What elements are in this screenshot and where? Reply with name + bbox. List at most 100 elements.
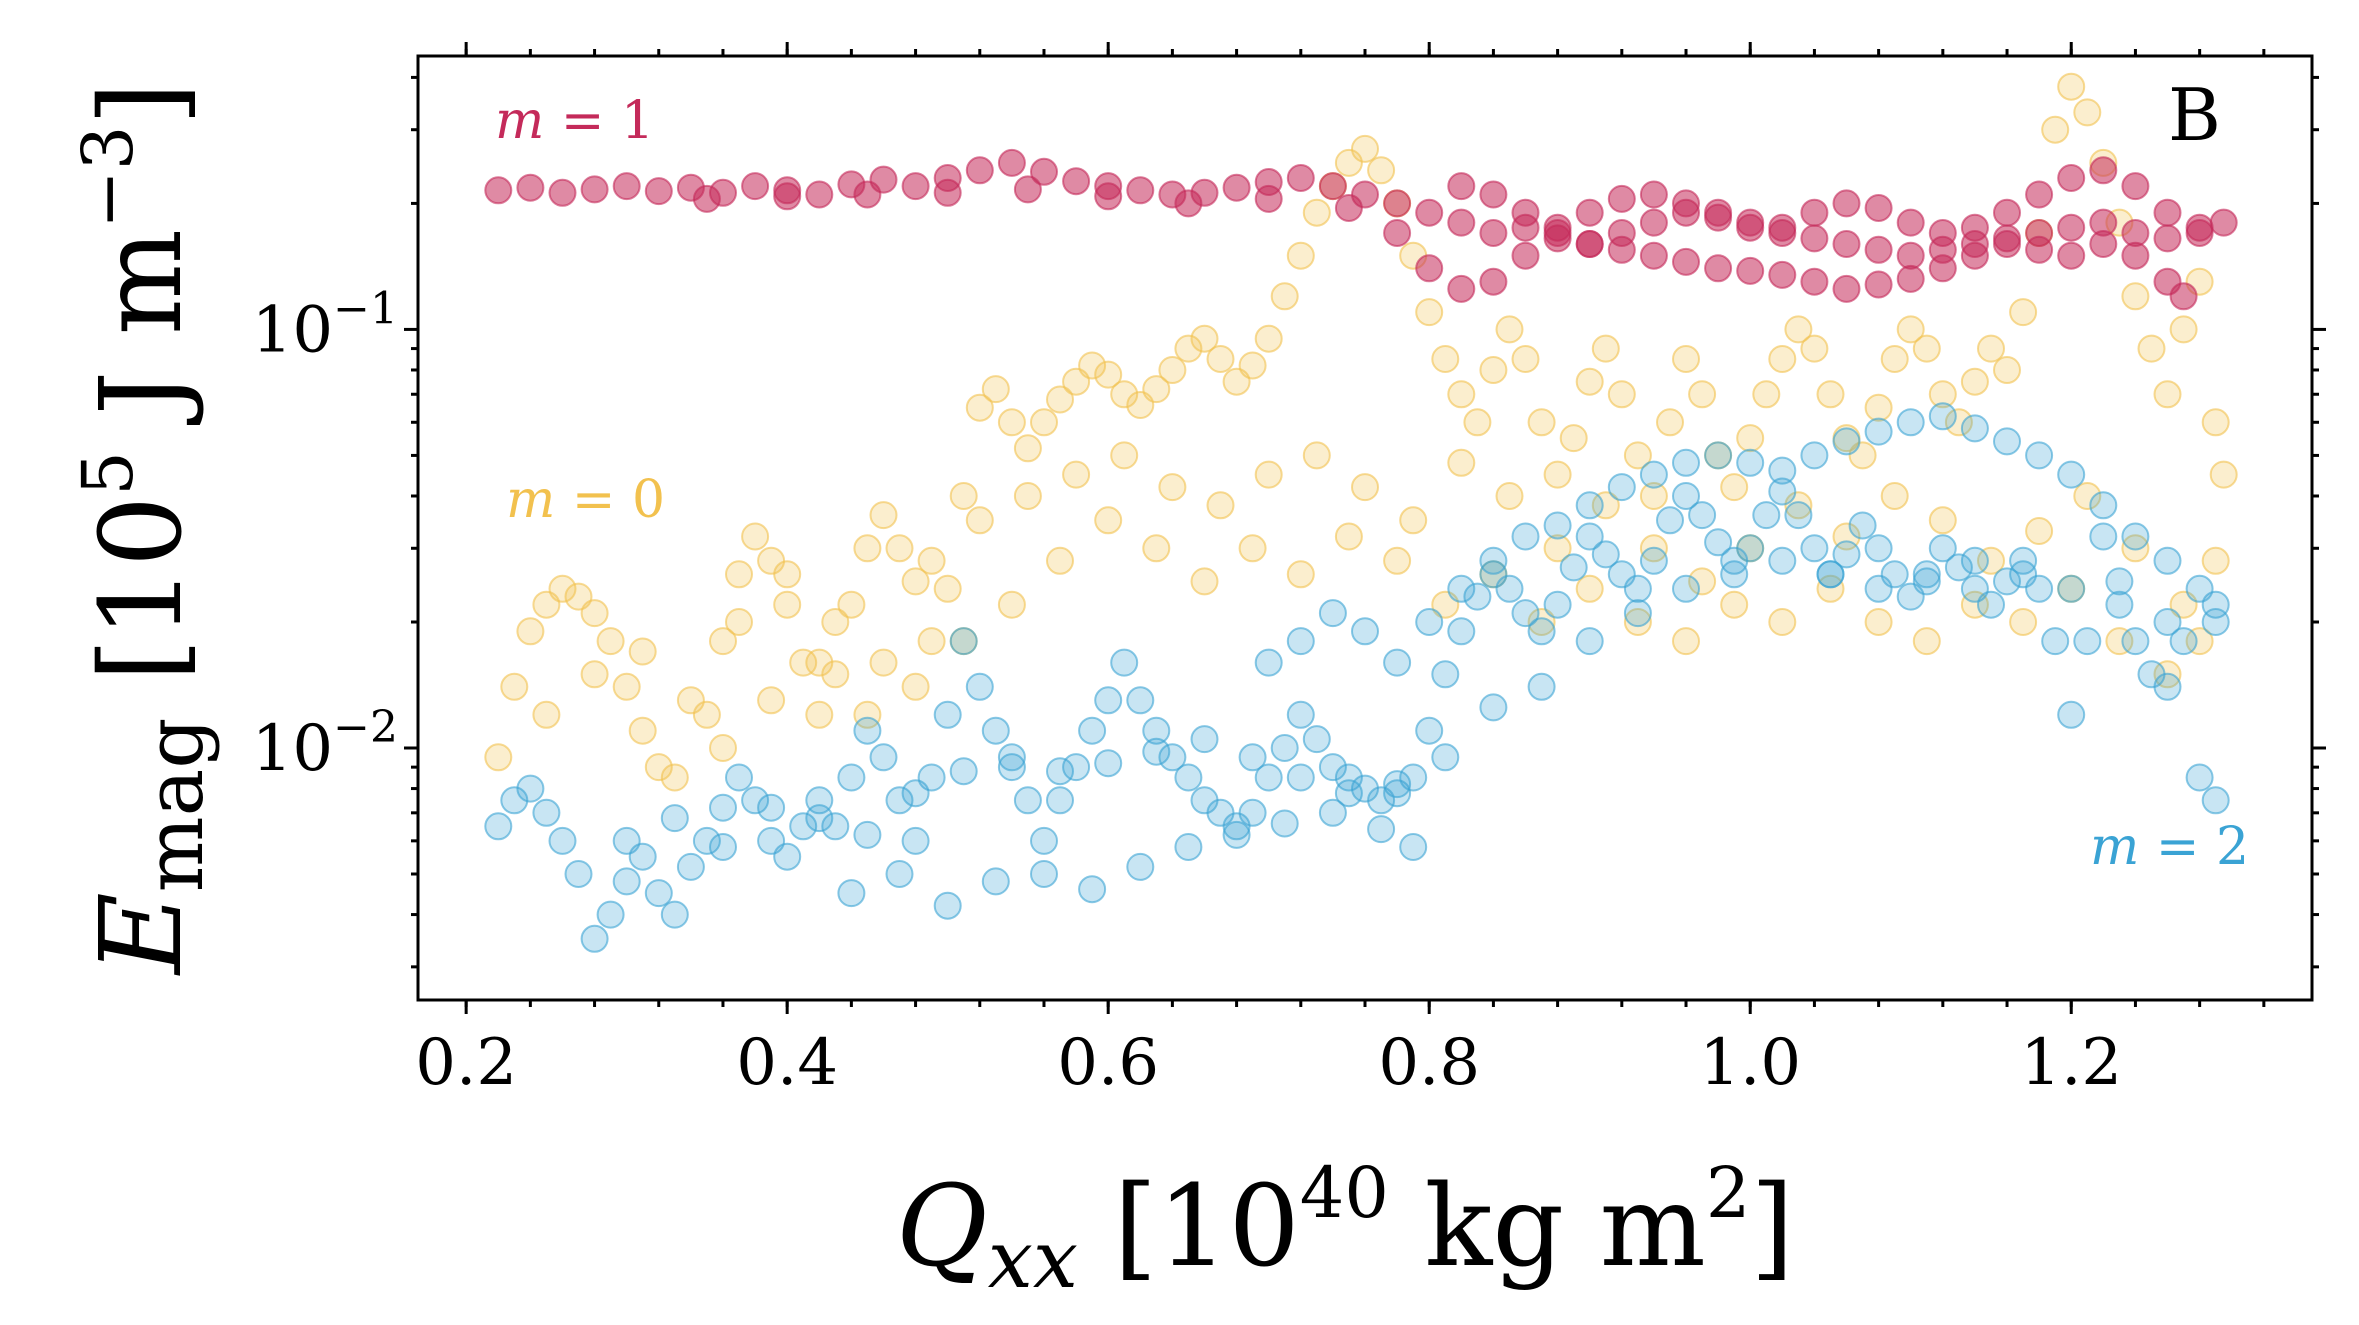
- point-s0-19: [805, 700, 834, 729]
- point-s0-112: [725, 608, 753, 636]
- point-s1-102: [1832, 274, 1861, 303]
- point-s0-115: [869, 648, 898, 677]
- point-s0-130: [1591, 491, 1620, 520]
- point-s1-93: [1543, 213, 1572, 242]
- point-s0-168: [1864, 608, 1893, 636]
- series-2: [484, 402, 2230, 953]
- x-tick-label-0: 0.2: [415, 1026, 517, 1100]
- point-s0-73: [1672, 345, 1700, 373]
- point-s2-81: [1784, 501, 1813, 530]
- point-s1-0: [484, 176, 513, 205]
- point-s2-100: [2089, 522, 2118, 551]
- point-s1-72: [1639, 180, 1668, 209]
- point-s2-169: [2121, 522, 2150, 551]
- point-s0-104: [2169, 315, 2198, 344]
- point-s1-90: [1447, 172, 1476, 201]
- point-s2-159: [1800, 441, 1829, 470]
- point-s2-140: [2153, 608, 2182, 636]
- point-s2-3: [532, 798, 561, 827]
- point-s2-121: [1238, 743, 1267, 772]
- point-s1-77: [1800, 198, 1829, 227]
- point-s2-14: [709, 793, 737, 822]
- point-s1-79: [1864, 194, 1893, 222]
- point-s0-141: [2121, 534, 2150, 563]
- point-s2-7: [596, 900, 625, 929]
- point-s0-24: [885, 534, 914, 563]
- point-s1-31: [1479, 219, 1508, 247]
- point-s0-116: [917, 546, 946, 575]
- point-s2-93: [1977, 590, 2005, 619]
- point-s2-79: [1752, 501, 1781, 530]
- point-s0-69: [1607, 380, 1636, 409]
- point-s0-92: [1977, 334, 2005, 363]
- point-s2-113: [853, 820, 882, 849]
- point-s0-98: [2073, 98, 2102, 127]
- point-s1-60: [1094, 182, 1123, 211]
- point-s0-90: [1944, 408, 1973, 437]
- point-s0-66: [1559, 424, 1588, 453]
- point-s0-10: [644, 753, 673, 782]
- point-s0-88: [1912, 334, 1941, 363]
- point-s2-35: [1046, 786, 1074, 815]
- point-s1-97: [1672, 247, 1700, 276]
- point-s2-173: [837, 879, 866, 908]
- point-s1-43: [1864, 235, 1893, 264]
- point-s2-160: [1832, 427, 1861, 456]
- point-s1-64: [1383, 219, 1412, 247]
- point-s2-61: [1463, 582, 1492, 611]
- point-s1-20: [1126, 176, 1155, 205]
- point-s0-122: [1206, 491, 1235, 520]
- series-1: [484, 148, 2238, 311]
- point-s2-78: [1736, 534, 1765, 563]
- point-s2-107: [2201, 786, 2230, 815]
- point-s2-99: [2073, 627, 2102, 656]
- point-s0-109: [580, 660, 609, 689]
- point-s0-76: [1720, 473, 1749, 502]
- point-s2-120: [1190, 725, 1219, 754]
- point-s2-75: [1688, 501, 1717, 530]
- point-s1-106: [1960, 241, 1989, 270]
- point-s2-58: [1415, 716, 1444, 745]
- point-s1-84: [2025, 180, 2054, 209]
- point-s0-138: [1977, 546, 2005, 575]
- x-tick-label-3: 0.8: [1378, 1026, 1480, 1100]
- point-s2-132: [1768, 546, 1797, 575]
- point-s2-105: [2169, 627, 2198, 656]
- point-s2-74: [1672, 482, 1700, 510]
- point-s0-156: [1286, 560, 1315, 589]
- point-s0-150: [997, 590, 1026, 619]
- point-s2-76: [1704, 528, 1733, 557]
- point-s1-66: [1447, 274, 1476, 303]
- point-s0-28: [949, 482, 978, 510]
- point-s0-167: [1816, 574, 1845, 603]
- point-s2-39: [1110, 648, 1139, 677]
- point-s1-25: [1286, 164, 1315, 192]
- point-s2-49: [1270, 734, 1299, 762]
- point-s2-32: [997, 753, 1026, 782]
- point-s1-94: [1575, 230, 1604, 258]
- point-s2-47: [1238, 798, 1267, 827]
- point-s1-81: [1928, 219, 1957, 247]
- point-s0-22: [853, 534, 882, 563]
- panel-label: B: [2168, 73, 2221, 157]
- point-s1-65: [1415, 254, 1444, 283]
- point-s1-16: [997, 148, 1026, 177]
- point-s1-10: [805, 180, 834, 209]
- point-s2-0: [484, 812, 513, 841]
- point-s2-152: [1575, 491, 1604, 520]
- point-s0-113: [773, 560, 802, 589]
- point-s1-36: [1639, 208, 1668, 237]
- point-s1-111: [2121, 241, 2150, 270]
- point-s2-104: [2153, 672, 2182, 701]
- point-s2-174: [885, 860, 914, 888]
- point-s1-105: [1928, 254, 1957, 283]
- point-s2-168: [2089, 491, 2118, 520]
- point-s2-118: [1094, 749, 1123, 778]
- point-s1-99: [1736, 256, 1765, 285]
- point-s0-58: [1431, 345, 1460, 373]
- point-s1-2: [548, 178, 577, 207]
- point-s2-50: [1286, 700, 1315, 729]
- point-s2-156: [1704, 441, 1733, 470]
- point-s0-82: [1816, 380, 1845, 409]
- point-s0-17: [773, 590, 802, 619]
